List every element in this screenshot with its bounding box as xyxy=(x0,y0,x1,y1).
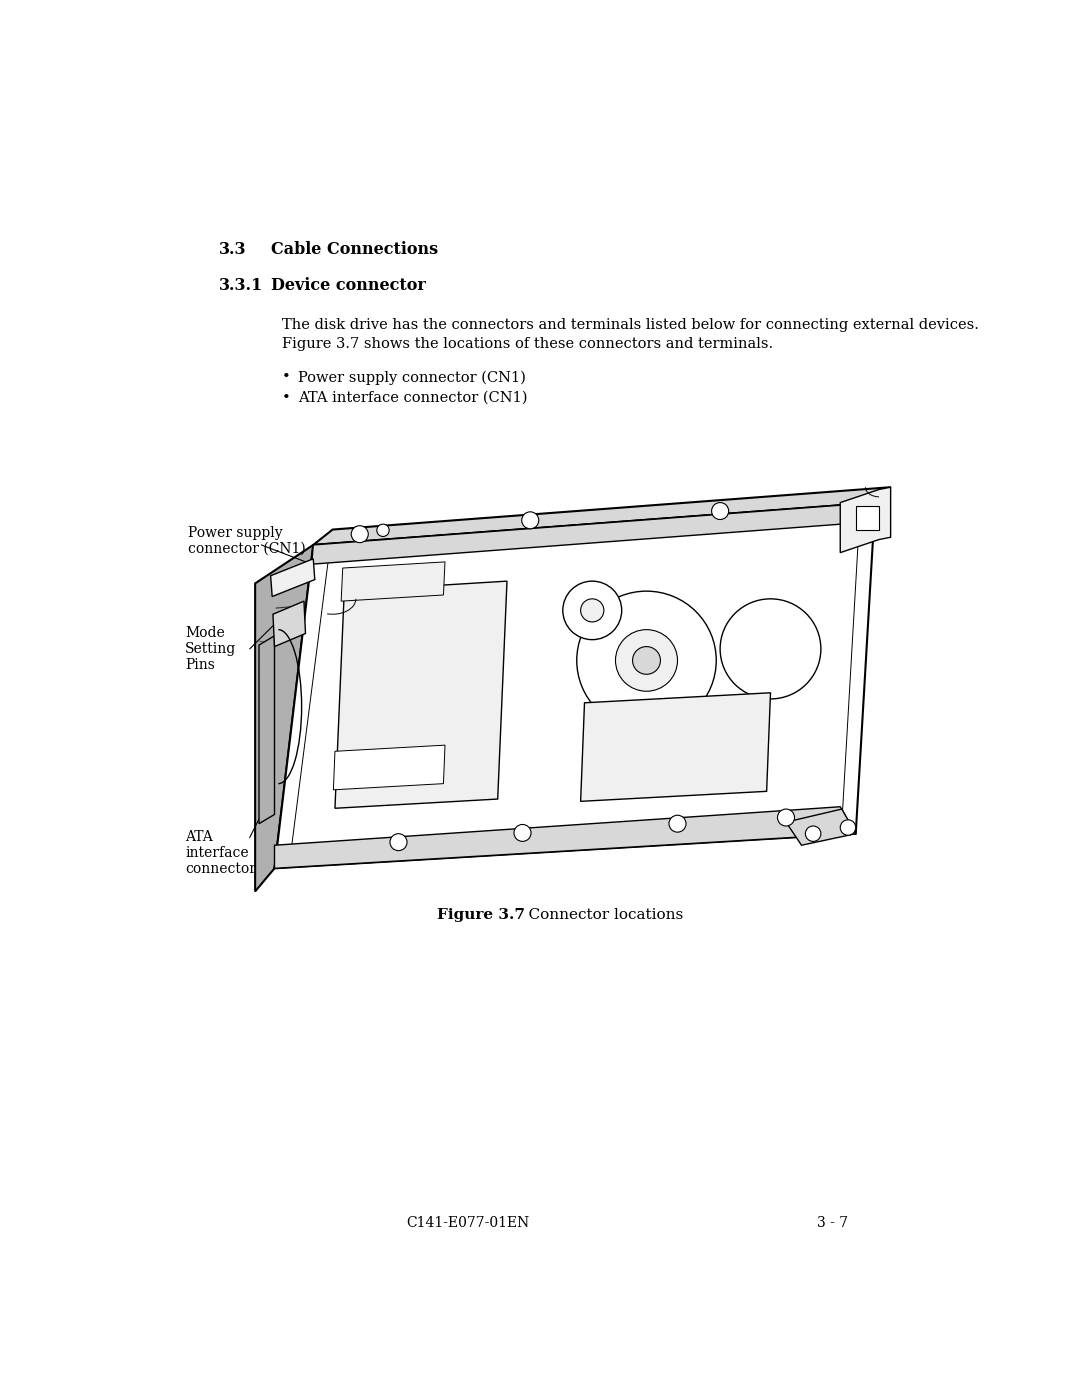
Polygon shape xyxy=(255,545,313,891)
Circle shape xyxy=(840,820,855,835)
Circle shape xyxy=(377,524,389,536)
Polygon shape xyxy=(291,517,860,859)
Text: Mode
Setting
Pins: Mode Setting Pins xyxy=(186,626,237,672)
Text: •: • xyxy=(282,391,291,405)
Text: The disk drive has the connectors and terminals listed below for connecting exte: The disk drive has the connectors and te… xyxy=(282,317,980,332)
Circle shape xyxy=(514,824,531,841)
Text: ATA interface connector (CN1): ATA interface connector (CN1) xyxy=(298,391,527,405)
Circle shape xyxy=(616,630,677,692)
Text: Connector locations: Connector locations xyxy=(510,908,684,922)
Circle shape xyxy=(778,809,795,826)
Polygon shape xyxy=(334,745,445,789)
Text: Cable Connections: Cable Connections xyxy=(271,240,438,258)
Circle shape xyxy=(390,834,407,851)
Polygon shape xyxy=(271,559,314,597)
Polygon shape xyxy=(341,562,445,601)
Polygon shape xyxy=(274,503,875,869)
Polygon shape xyxy=(840,488,891,553)
Text: Device connector: Device connector xyxy=(271,277,427,293)
Polygon shape xyxy=(786,809,855,845)
Circle shape xyxy=(720,599,821,698)
Circle shape xyxy=(577,591,716,729)
Polygon shape xyxy=(273,601,306,647)
Polygon shape xyxy=(259,636,274,824)
Text: •: • xyxy=(282,370,291,384)
Circle shape xyxy=(351,525,368,542)
Text: 3 - 7: 3 - 7 xyxy=(816,1217,848,1231)
Circle shape xyxy=(712,503,729,520)
Text: Power supply
connector (CN1): Power supply connector (CN1) xyxy=(188,525,306,556)
Text: 3.3.1: 3.3.1 xyxy=(218,277,262,293)
Circle shape xyxy=(581,599,604,622)
Text: ATA
interface
connector: ATA interface connector xyxy=(186,830,256,876)
Polygon shape xyxy=(335,581,507,809)
Polygon shape xyxy=(581,693,770,802)
Circle shape xyxy=(563,581,622,640)
Polygon shape xyxy=(313,488,891,545)
Circle shape xyxy=(633,647,661,675)
Circle shape xyxy=(522,511,539,529)
Text: C141-E077-01EN: C141-E077-01EN xyxy=(407,1217,530,1231)
Polygon shape xyxy=(274,806,855,869)
Text: 3.3: 3.3 xyxy=(218,240,246,258)
Text: Figure 3.7: Figure 3.7 xyxy=(437,908,525,922)
Bar xyxy=(855,507,879,529)
Text: Power supply connector (CN1): Power supply connector (CN1) xyxy=(298,370,526,384)
Circle shape xyxy=(669,816,686,833)
Circle shape xyxy=(806,826,821,841)
Text: Figure 3.7 shows the locations of these connectors and terminals.: Figure 3.7 shows the locations of these … xyxy=(282,337,773,351)
Polygon shape xyxy=(312,503,875,564)
